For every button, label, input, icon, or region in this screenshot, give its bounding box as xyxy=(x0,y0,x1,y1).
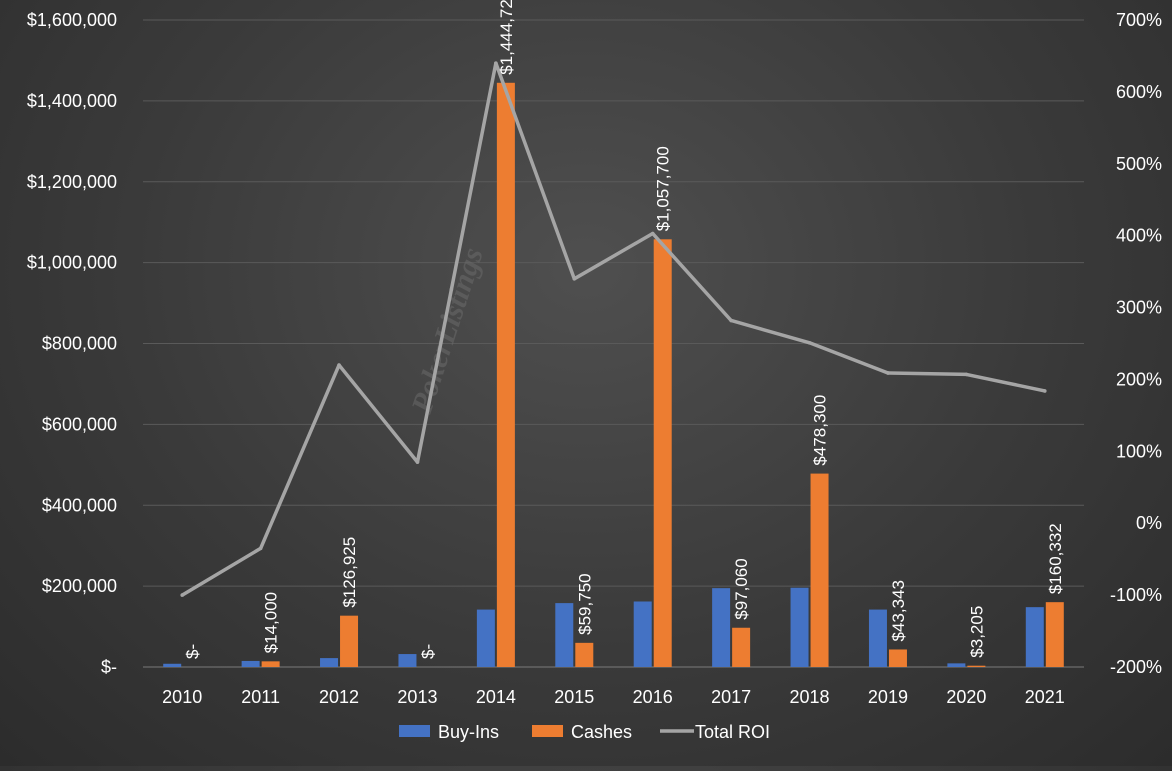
cashes-bar xyxy=(967,665,986,667)
x-tick-label: 2012 xyxy=(319,687,359,707)
cashes-bar xyxy=(810,473,829,667)
total-roi-point xyxy=(180,593,185,597)
x-tick-label: 2011 xyxy=(241,687,280,707)
roi-line-layer xyxy=(180,61,1047,597)
buy-ins-bar xyxy=(1025,607,1044,667)
x-tick-label: 2014 xyxy=(476,687,516,707)
x-tick-label: 2013 xyxy=(397,687,437,707)
y-right-tick-label: -100% xyxy=(1110,585,1162,605)
y-left-tick-label: $200,000 xyxy=(42,576,117,596)
legend-label: Buy-Ins xyxy=(438,722,499,742)
y-right-tick-label: 100% xyxy=(1116,441,1162,461)
cashes-bar xyxy=(261,661,280,667)
buy-ins-bar xyxy=(163,663,182,667)
y-left-tick-label: $400,000 xyxy=(42,495,117,515)
x-tick-label: 2015 xyxy=(554,687,594,707)
legend: Buy-Ins Cashes Total ROI xyxy=(399,722,770,742)
cashes-bar xyxy=(340,615,359,667)
bars-layer xyxy=(163,82,1064,668)
data-labels: $- $14,000 $126,925 $- $1,444,720 $59,750 $1,0… xyxy=(183,0,1065,659)
y-right-tick-label: 500% xyxy=(1116,154,1162,174)
total-roi-point xyxy=(415,460,420,464)
buy-ins-bar xyxy=(947,663,966,667)
x-tick-label: 2017 xyxy=(711,687,751,707)
y-left-tick-label: $600,000 xyxy=(42,414,117,434)
buy-ins-bar xyxy=(633,601,652,667)
total-roi-point xyxy=(729,318,733,323)
cashes-data-label: $1,444,720 xyxy=(497,0,516,75)
total-roi-point xyxy=(494,61,498,65)
total-roi-point xyxy=(650,231,655,236)
buy-ins-bar xyxy=(320,658,339,667)
y-right-tick-label: 600% xyxy=(1116,82,1162,102)
y-axis-left: $- $200,000 $400,000 $600,000 $800,000 $1,000… xyxy=(27,10,117,677)
buy-ins-bar xyxy=(555,603,574,667)
legend-label: Total ROI xyxy=(695,722,770,742)
y-right-tick-label: 400% xyxy=(1116,226,1162,246)
cashes-data-label: $1,057,700 xyxy=(654,146,673,231)
gridlines xyxy=(143,19,1084,668)
buy-ins-bar xyxy=(476,609,495,667)
total-roi-point xyxy=(572,277,577,281)
x-tick-label: 2016 xyxy=(633,687,673,707)
cashes-data-label: $- xyxy=(183,644,202,659)
cashes-data-label: $478,300 xyxy=(811,395,830,466)
cashes-data-label: $97,060 xyxy=(732,558,751,619)
y-right-tick-label: -200% xyxy=(1110,657,1162,677)
buy-ins-bar xyxy=(398,654,417,667)
total-roi-point xyxy=(964,372,969,377)
legend-swatch xyxy=(399,725,430,737)
buy-ins-bar xyxy=(241,660,260,667)
y-axis-right: -200% -100% 0% 100% 200% 300% 400% 500% 600% 700% xyxy=(1110,10,1162,677)
cashes-data-label: $43,343 xyxy=(889,580,908,641)
buy-ins-bar xyxy=(790,587,809,667)
cashes-bar xyxy=(1045,602,1064,667)
total-roi-line xyxy=(181,61,1046,597)
y-right-tick-label: 0% xyxy=(1136,513,1162,533)
y-left-tick-label: $1,600,000 xyxy=(27,10,117,30)
total-roi-point xyxy=(258,546,263,551)
cashes-bar xyxy=(732,627,751,667)
cashes-data-label: $- xyxy=(418,644,437,659)
total-roi-point xyxy=(337,363,341,367)
cashes-data-label: $126,925 xyxy=(340,537,359,608)
cashes-bar xyxy=(888,649,907,667)
total-roi-point xyxy=(1042,389,1047,393)
y-right-tick-label: 300% xyxy=(1116,298,1162,318)
x-tick-label: 2010 xyxy=(162,687,202,707)
y-left-tick-label: $800,000 xyxy=(42,334,117,354)
x-tick-label: 2020 xyxy=(946,687,986,707)
total-roi-point xyxy=(807,340,812,345)
watermark: PokerListings xyxy=(405,244,490,418)
legend-swatch xyxy=(532,725,563,737)
cashes-data-label: $59,750 xyxy=(575,573,594,634)
y-left-tick-label: $- xyxy=(101,657,117,677)
buy-ins-bar xyxy=(712,588,731,667)
x-tick-label: 2018 xyxy=(790,687,830,707)
legend-label: Cashes xyxy=(571,722,632,742)
cashes-data-label: $160,332 xyxy=(1046,523,1065,594)
buy-ins-bar xyxy=(868,609,887,667)
total-roi-point xyxy=(886,371,890,375)
y-left-tick-label: $1,000,000 xyxy=(27,253,117,273)
cashes-bar xyxy=(575,642,594,667)
y-right-tick-label: 200% xyxy=(1116,369,1162,389)
cashes-data-label: $3,205 xyxy=(967,606,986,658)
cashes-bar xyxy=(653,239,672,668)
cashes-bar xyxy=(496,82,515,667)
x-tick-label: 2019 xyxy=(868,687,908,707)
y-left-tick-label: $1,200,000 xyxy=(27,172,117,192)
cashes-data-label: $14,000 xyxy=(262,592,281,653)
y-right-tick-label: 700% xyxy=(1116,10,1162,30)
x-axis: 2010 2011 2012 2013 2014 2015 2016 2017 2018 2019… xyxy=(162,687,1065,707)
y-left-tick-label: $1,400,000 xyxy=(27,91,117,111)
x-tick-label: 2021 xyxy=(1025,687,1065,707)
